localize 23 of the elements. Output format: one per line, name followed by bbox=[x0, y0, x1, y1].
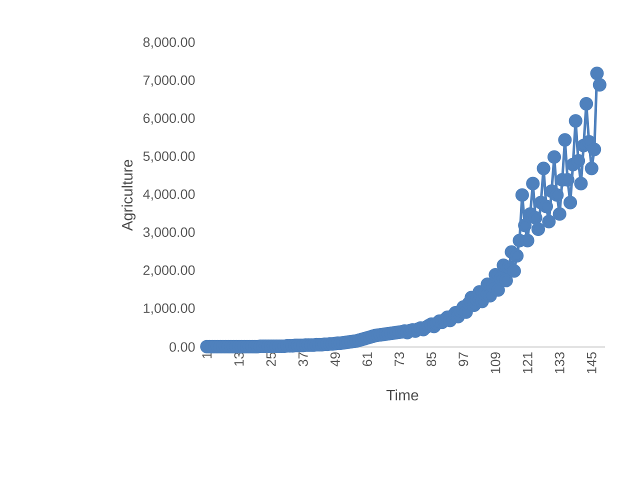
y-tick-label: 3,000.00 bbox=[143, 227, 195, 239]
y-tick-label: 0.00 bbox=[170, 342, 195, 352]
x-tick-label: 25 bbox=[266, 352, 276, 366]
y-tick-label: 7,000.00 bbox=[143, 75, 195, 87]
x-tick-label: 97 bbox=[458, 352, 468, 366]
x-axis-title: Time bbox=[386, 389, 418, 400]
y-axis-title: Agriculture bbox=[122, 160, 136, 231]
y-tick-label: 1,000.00 bbox=[144, 303, 195, 315]
y-tick-label: 5,000.00 bbox=[143, 151, 195, 163]
x-tick-label: 133 bbox=[554, 352, 564, 374]
y-tick-label: 8,000.00 bbox=[143, 37, 195, 49]
x-tick-label: 73 bbox=[394, 352, 404, 366]
x-tick-label: 61 bbox=[362, 352, 372, 366]
x-tick-label: 109 bbox=[490, 352, 500, 374]
x-tick-label: 145 bbox=[586, 352, 596, 374]
y-tick-label: 6,000.00 bbox=[143, 113, 195, 125]
y-tick-label: 2,000.00 bbox=[143, 265, 195, 277]
x-tick-label: 49 bbox=[330, 352, 340, 366]
y-tick-label: 4,000.00 bbox=[143, 189, 195, 201]
x-tick-label: 37 bbox=[298, 352, 308, 366]
x-tick-label: 85 bbox=[426, 352, 436, 366]
x-tick-label: 1 bbox=[202, 352, 212, 358]
x-tick-label: 121 bbox=[522, 352, 532, 374]
